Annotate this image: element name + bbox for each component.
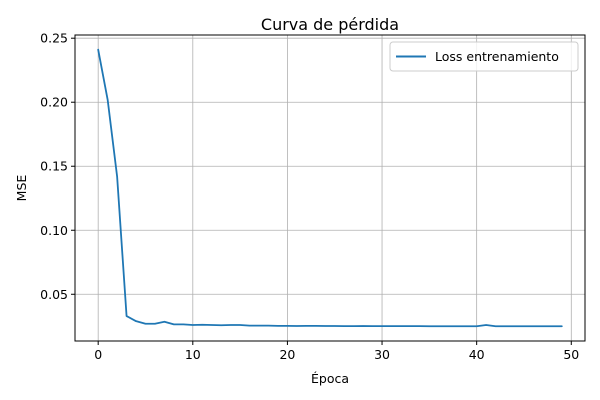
legend-box: [389, 41, 579, 72]
series-layer: [97, 48, 563, 328]
x-tick-label: 40: [469, 347, 485, 362]
x-axis-label: Época: [311, 371, 349, 386]
y-tick-label: 0.05: [40, 287, 68, 302]
x-tick-label: 50: [563, 347, 579, 362]
x-tick-label: 30: [374, 347, 390, 362]
ticks-layer: 0 10 20 30 40 50 0.05 0.10 0.15 0.20 0.25: [40, 31, 579, 362]
chart-title: Curva de pérdida: [261, 15, 399, 34]
y-tick-label: 0.25: [40, 31, 68, 46]
x-tick-label: 20: [279, 347, 295, 362]
y-tick-label: 0.10: [40, 223, 68, 238]
legend-label-loss: Loss entrenamiento: [435, 49, 559, 64]
y-axis-label: MSE: [14, 175, 29, 202]
series-line-loss: [97, 48, 563, 328]
plot-frame: [74, 34, 586, 342]
x-tick-label: 10: [185, 347, 201, 362]
x-tick-label: 0: [94, 347, 102, 362]
grid-layer: [75, 35, 585, 341]
legend: Loss entrenamiento: [389, 41, 579, 72]
y-tick-label: 0.15: [40, 159, 68, 174]
y-tick-label: 0.20: [40, 95, 68, 110]
